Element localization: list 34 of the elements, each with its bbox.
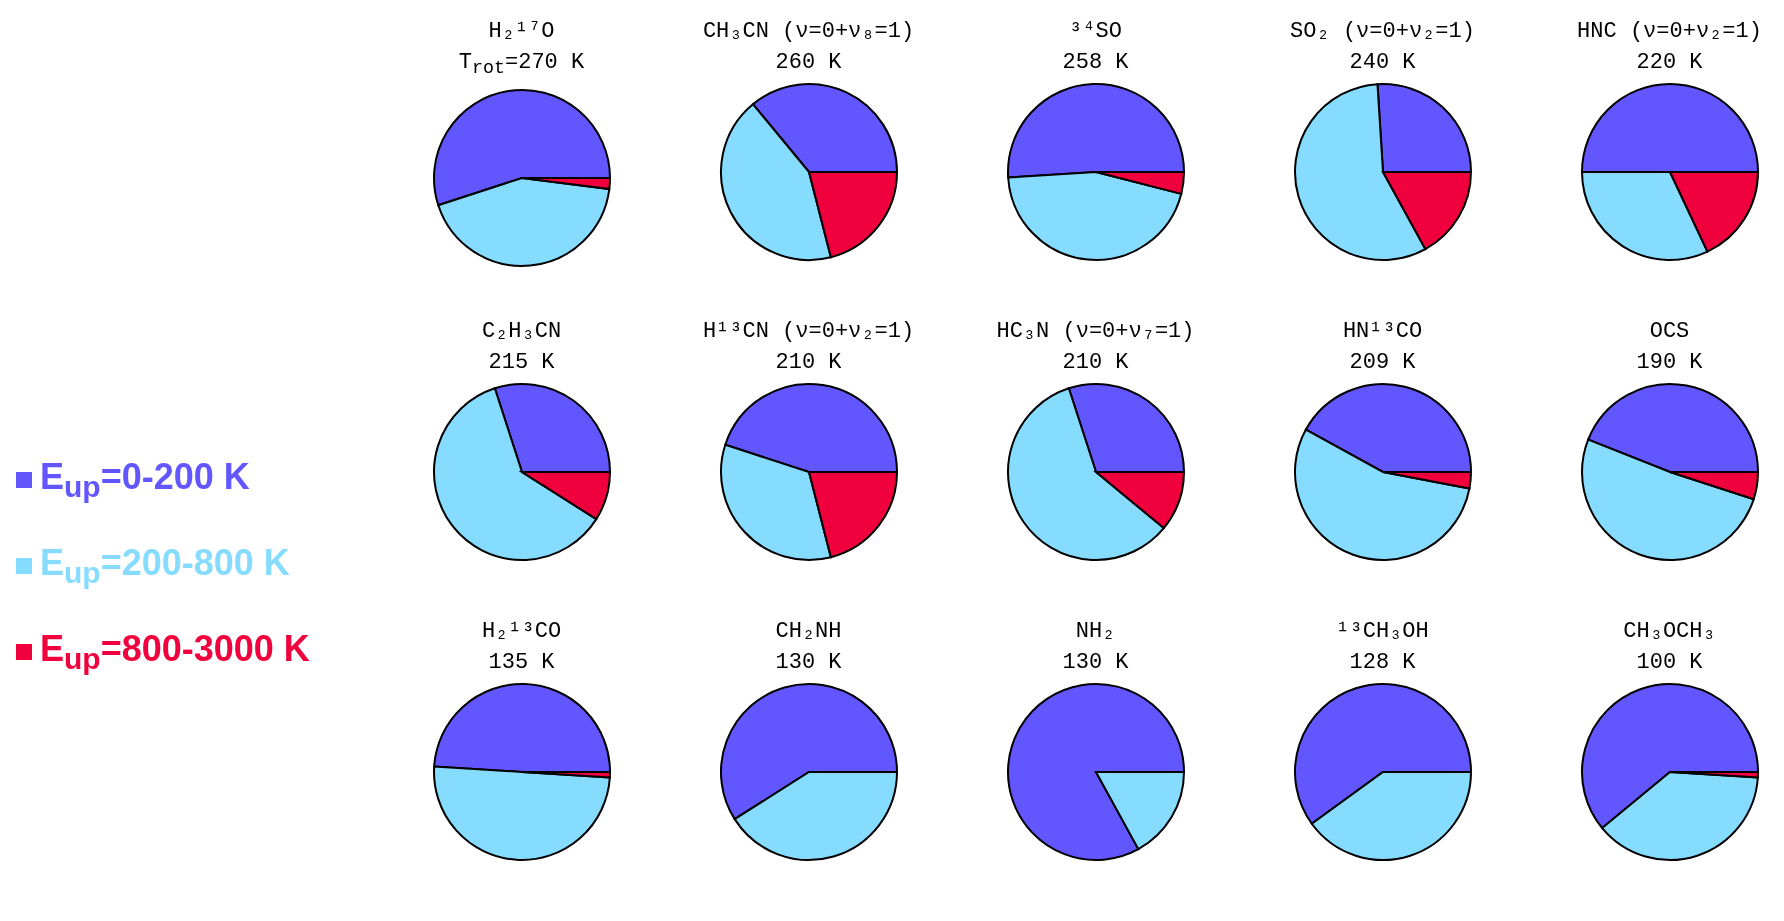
chart-title: H₂¹⁷O: [488, 18, 555, 46]
pie-slice: [1006, 683, 1185, 861]
legend-label: E$_{up}$=800-3000 K: [40, 628, 310, 677]
chart-subtitle: 209 K: [1349, 349, 1416, 377]
chart-title: SO₂ (ν=0+ν₂=1): [1290, 18, 1475, 46]
legend-label: E$_{up}$=0-200 K: [40, 456, 250, 505]
chart-title: C₂H₃CN: [481, 318, 562, 346]
chart-subtitle: 258 K: [1062, 49, 1129, 77]
chart-subtitle: 210 K: [1062, 349, 1129, 377]
chart-title: HNC (ν=0+ν₂=1): [1577, 18, 1762, 46]
chart-subtitle: 135 K: [488, 649, 555, 677]
chart-title: HN¹³CO: [1342, 318, 1423, 346]
chart-title: CH₃OCH₃: [1623, 618, 1716, 646]
chart-subtitle: 220 K: [1636, 49, 1703, 77]
chart-title: NH₂: [1075, 618, 1116, 646]
chart-subtitle: 260 K: [775, 49, 842, 77]
chart-title: H₂¹³CO: [481, 618, 562, 646]
chart-subtitle: 100 K: [1636, 649, 1703, 677]
chart-subtitle: 190 K: [1636, 349, 1703, 377]
chart-title: H¹³CN (ν=0+ν₂=1): [702, 318, 915, 346]
chart-subtitle: 130 K: [775, 649, 842, 677]
chart-subtitle: 215 K: [488, 349, 555, 377]
chart-subtitle: 240 K: [1349, 49, 1416, 77]
chart-title: CH₂NH: [775, 618, 842, 646]
chart-title: HC₃N (ν=0+ν₇=1): [996, 318, 1195, 346]
chart-subtitle: 130 K: [1062, 649, 1129, 677]
legend-label: E$_{up}$=200-800 K: [40, 542, 290, 591]
chart-title: ¹³CH₃OH: [1336, 618, 1429, 646]
chart-subtitle: 210 K: [775, 349, 842, 377]
chart-title: OCS: [1649, 318, 1690, 346]
chart-subtitle: 128 K: [1349, 649, 1416, 677]
chart-subtitle: T$_{rot}$=270 K: [458, 49, 585, 82]
chart-title: ³⁴SO: [1069, 18, 1122, 46]
chart-title: CH₃CN (ν=0+ν₈=1): [702, 18, 915, 46]
